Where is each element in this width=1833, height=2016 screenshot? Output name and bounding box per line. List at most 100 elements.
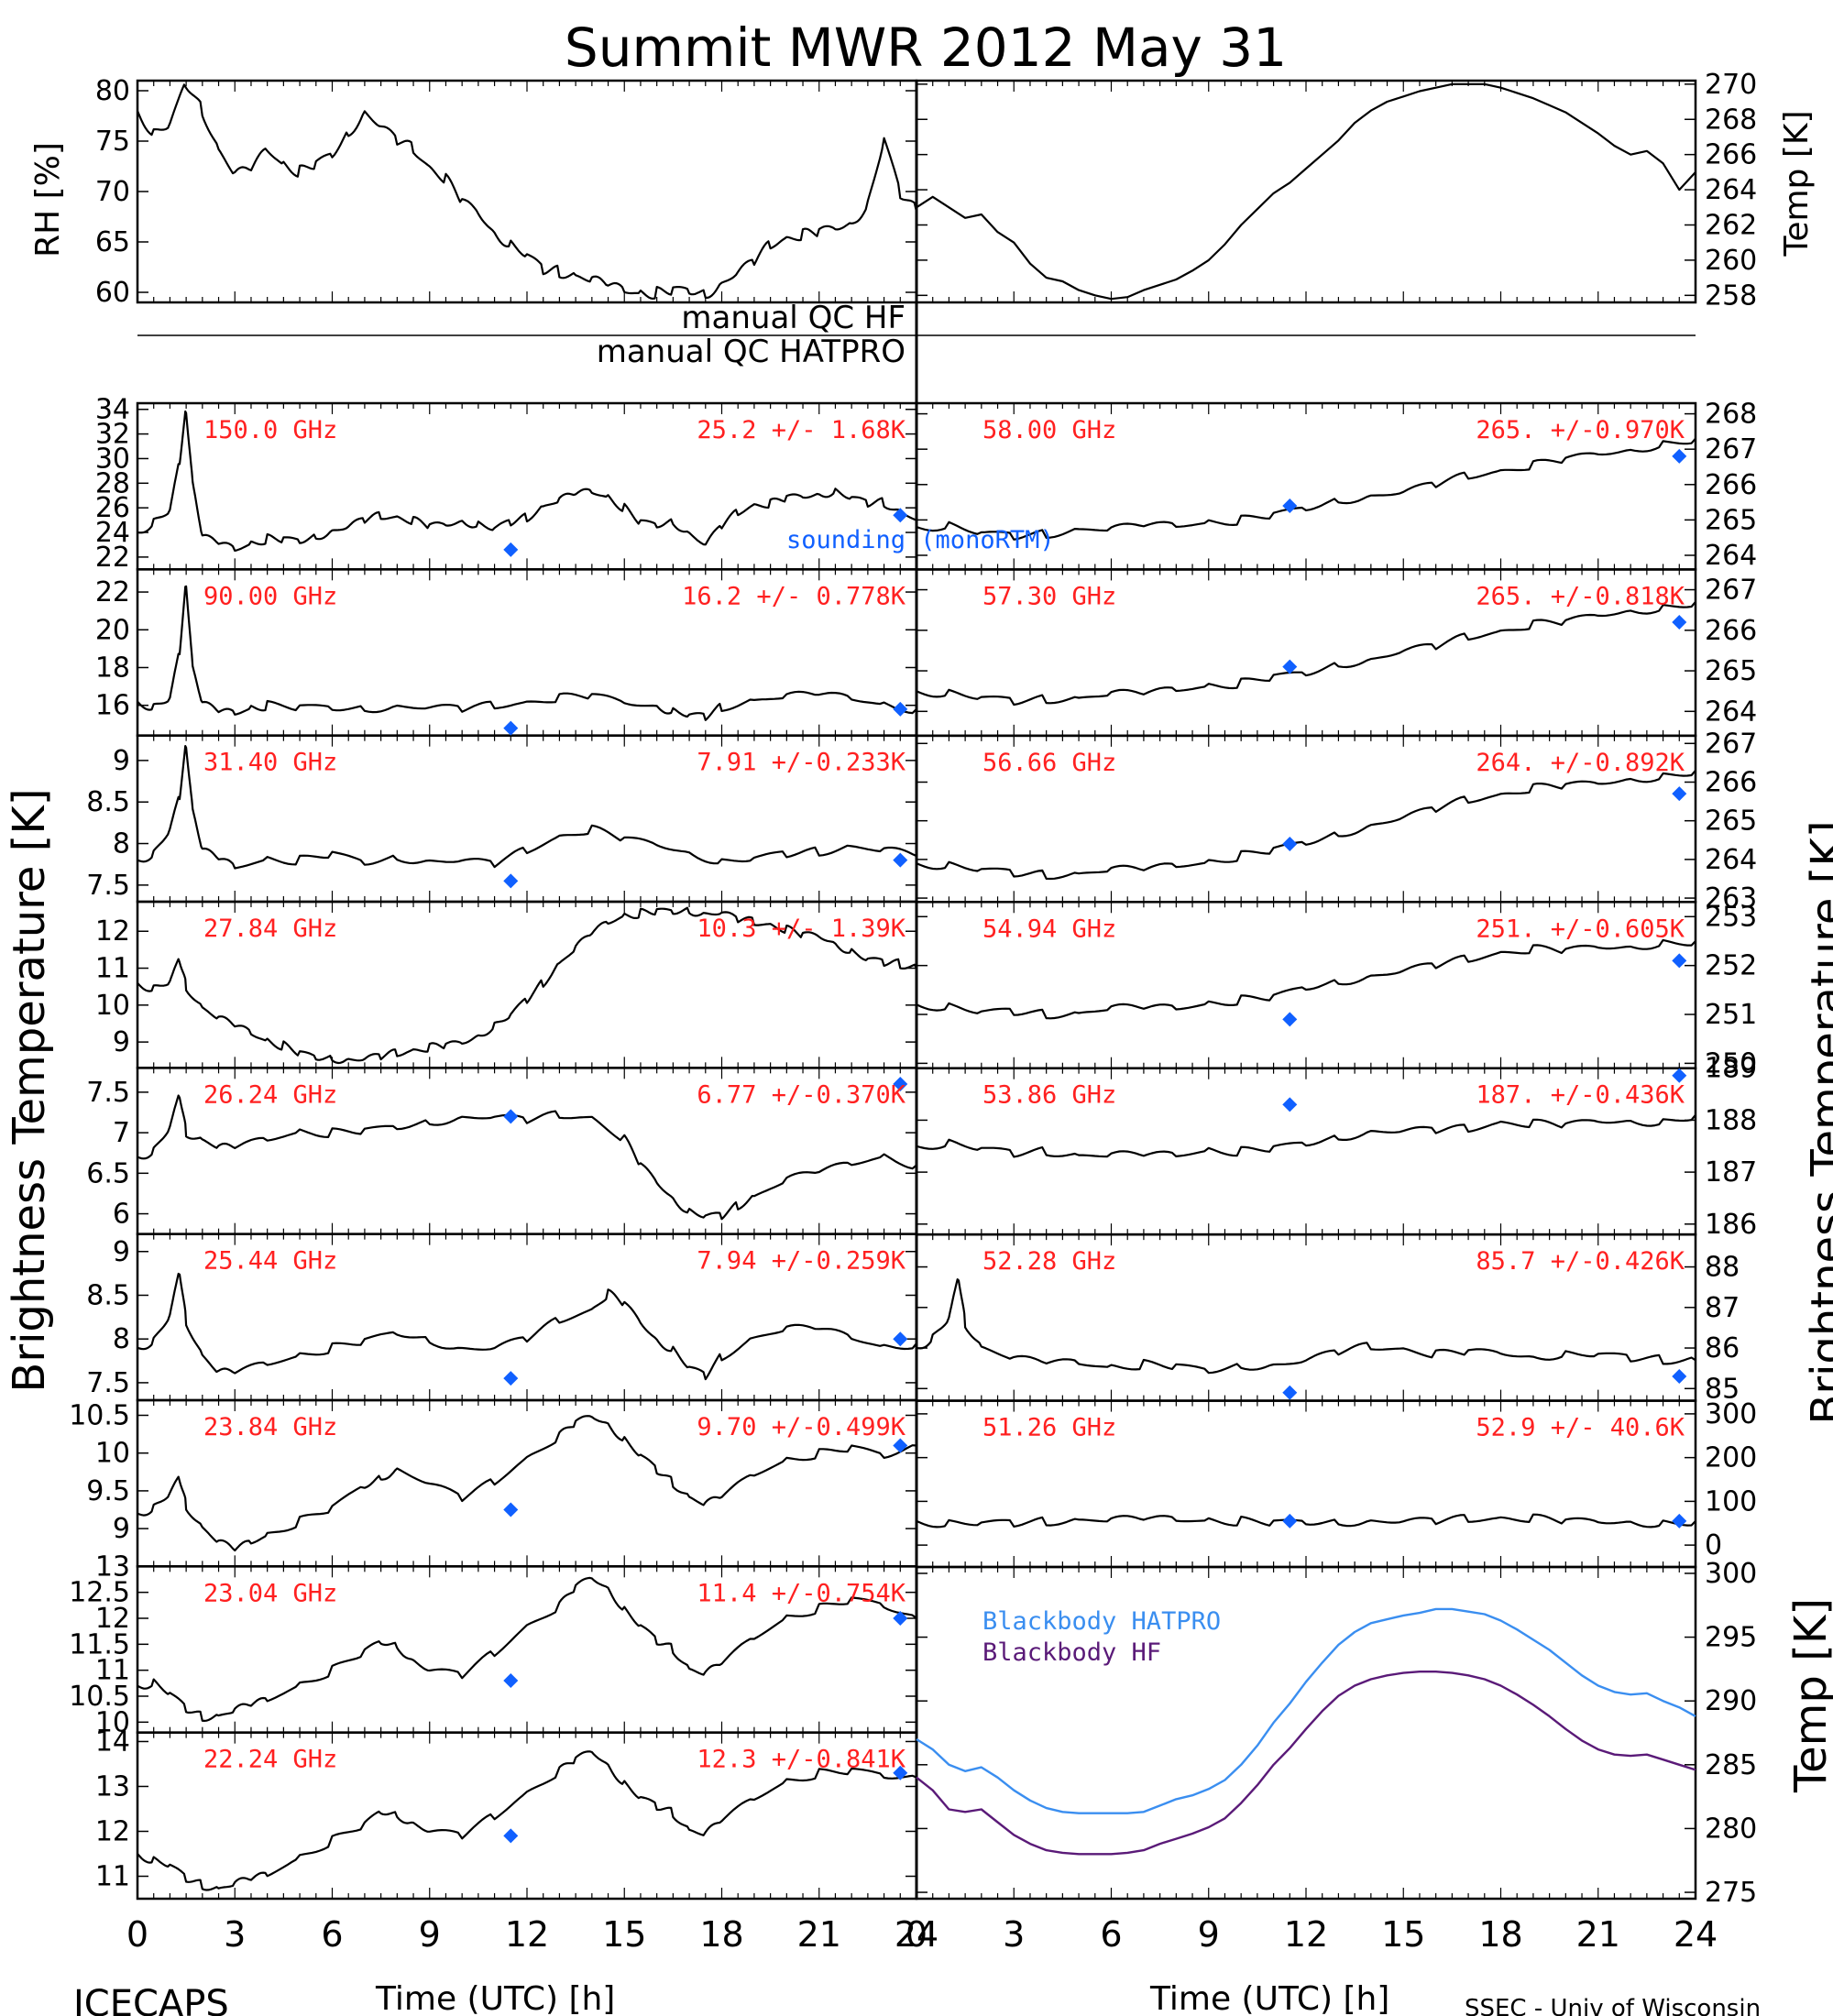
xtick-label-left: 6 bbox=[321, 1914, 343, 1955]
ytick-label: 270 bbox=[1705, 69, 1757, 101]
ytick-label: 267 bbox=[1705, 575, 1757, 607]
ytick-label: 10 bbox=[95, 1438, 130, 1470]
xtick-label-left: 24 bbox=[895, 1914, 938, 1955]
xtick-label-left: 0 bbox=[126, 1914, 148, 1955]
ytick-label: 87 bbox=[1705, 1292, 1740, 1324]
series-line-hp3 bbox=[916, 770, 1696, 881]
ytick-label: 86 bbox=[1705, 1332, 1740, 1364]
sounding-point bbox=[893, 1611, 908, 1626]
sounding-point bbox=[1672, 1068, 1687, 1083]
freq-label-hp6: 52.28 GHz bbox=[982, 1247, 1116, 1276]
series-line-blackbody-hf bbox=[916, 1671, 1696, 1856]
ytick-label: 26 bbox=[95, 492, 130, 524]
ytick-label: 12 bbox=[95, 1815, 130, 1847]
legend-item-hf: Blackbody HF bbox=[982, 1638, 1161, 1667]
ytick-label: 13 bbox=[95, 1550, 130, 1583]
sounding-label: sounding (monoRTM) bbox=[786, 526, 1055, 554]
freq-label-hp4: 54.94 GHz bbox=[982, 915, 1116, 943]
ytick-label: 30 bbox=[95, 443, 130, 475]
series-line-hf2 bbox=[137, 585, 917, 721]
stats-label-hf8: 11.4 +/-0.754K bbox=[697, 1579, 906, 1607]
sounding-point bbox=[1672, 614, 1687, 630]
xtick-label-right: 9 bbox=[1198, 1914, 1220, 1955]
ytick-label: 265 bbox=[1705, 805, 1757, 838]
sounding-point bbox=[503, 720, 519, 736]
sounding-point bbox=[893, 701, 908, 717]
stats-label-hp2: 265. +/-0.818K bbox=[1476, 582, 1685, 610]
xtick-label-right: 18 bbox=[1478, 1914, 1522, 1955]
ytick-label: 264 bbox=[1705, 174, 1757, 206]
sounding-point bbox=[1282, 1513, 1298, 1528]
freq-label-hf8: 23.04 GHz bbox=[203, 1579, 337, 1607]
sounding-point bbox=[893, 1331, 908, 1347]
ytick-label: 22 bbox=[95, 576, 130, 608]
ytick-label: 262 bbox=[1705, 209, 1757, 241]
xlabel-left: Time (UTC) [h] bbox=[375, 1980, 615, 2016]
sounding-point bbox=[503, 1673, 519, 1688]
freq-label-hf3: 31.40 GHz bbox=[203, 749, 337, 777]
freq-label-hp7: 51.26 GHz bbox=[982, 1414, 1116, 1442]
ytick-label: 11 bbox=[95, 953, 130, 985]
freq-label-hf7: 23.84 GHz bbox=[203, 1413, 337, 1441]
ytick-label: 28 bbox=[95, 467, 130, 499]
xtick-label-left: 18 bbox=[699, 1914, 743, 1955]
ytick-label: 300 bbox=[1705, 1398, 1757, 1430]
ytick-label: 80 bbox=[95, 75, 130, 107]
sounding-point bbox=[1672, 953, 1687, 969]
ytick-label: 9 bbox=[113, 1236, 130, 1268]
ytick-label: 12.5 bbox=[69, 1577, 130, 1609]
left-ylabel: Brightness Temperature [K] bbox=[4, 788, 55, 1392]
stats-label-hf3: 7.91 +/-0.233K bbox=[697, 749, 906, 777]
ytick-label: 10 bbox=[95, 1706, 130, 1738]
sounding-point bbox=[503, 542, 519, 557]
series-line-hf8 bbox=[137, 1576, 917, 1722]
ytick-label: 12 bbox=[95, 915, 130, 948]
freq-label-hf6: 25.44 GHz bbox=[203, 1247, 337, 1276]
stats-label-hf5: 6.77 +/-0.370K bbox=[697, 1080, 906, 1109]
panel-frame-rh bbox=[136, 79, 918, 304]
ytick-label: 32 bbox=[95, 419, 130, 451]
sounding-point bbox=[893, 1765, 908, 1780]
sounding-point bbox=[1672, 448, 1687, 464]
ytick-label: 280 bbox=[1705, 1813, 1757, 1845]
freq-label-hp5: 53.86 GHz bbox=[982, 1081, 1116, 1110]
xtick-label-right: 21 bbox=[1576, 1914, 1620, 1955]
panel-frame-met_temp bbox=[915, 79, 1697, 304]
ytick-label: 8 bbox=[113, 1323, 130, 1355]
ytick-label: 24 bbox=[95, 517, 130, 549]
xtick-label-right: 15 bbox=[1381, 1914, 1425, 1955]
sounding-point bbox=[1672, 1513, 1687, 1528]
ytick-label: 20 bbox=[95, 614, 130, 646]
stats-label-hp1: 265. +/-0.970K bbox=[1476, 416, 1685, 444]
ytick-label: 268 bbox=[1705, 104, 1757, 136]
ytick-label: 8.5 bbox=[86, 1279, 130, 1311]
sounding-point bbox=[1282, 1012, 1298, 1027]
freq-label-hp1: 58.00 GHz bbox=[982, 416, 1116, 444]
series-line-met_temp bbox=[916, 82, 1696, 301]
ytick-label: 266 bbox=[1705, 469, 1757, 501]
freq-label-hp3: 56.66 GHz bbox=[982, 749, 1116, 777]
xtick-label-left: 21 bbox=[797, 1914, 841, 1955]
blackbody-ylabel: Temp [K] bbox=[1785, 1598, 1833, 1793]
xtick-label-left: 9 bbox=[419, 1914, 441, 1955]
right-ylabel: Brightness Temperature [K] bbox=[1802, 820, 1833, 1424]
sounding-point bbox=[1282, 1385, 1298, 1400]
ytick-label: 267 bbox=[1705, 433, 1757, 466]
sounding-point bbox=[1282, 1097, 1298, 1112]
sounding-point bbox=[1282, 498, 1298, 513]
ytick-label: 22 bbox=[95, 542, 130, 574]
ytick-label: 252 bbox=[1705, 950, 1757, 982]
stats-label-hf9: 12.3 +/-0.841K bbox=[697, 1746, 906, 1774]
ytick-label: 6.5 bbox=[86, 1157, 130, 1189]
ytick-label: 9 bbox=[113, 1026, 130, 1058]
ytick-label: 11 bbox=[95, 1860, 130, 1892]
xtick-label-left: 15 bbox=[602, 1914, 646, 1955]
ytick-label: 10.5 bbox=[69, 1399, 130, 1431]
xtick-label-right: 3 bbox=[1003, 1914, 1025, 1955]
ytick-label: 11 bbox=[95, 1655, 130, 1687]
series-line-hf7 bbox=[137, 1415, 917, 1552]
met-temp-axis-label: Temp [K] bbox=[1778, 110, 1816, 257]
xtick-label-right: 0 bbox=[906, 1914, 927, 1955]
stats-label-hp5: 187. +/-0.436K bbox=[1476, 1081, 1685, 1110]
rh-axis-label: RH [%] bbox=[29, 142, 67, 257]
